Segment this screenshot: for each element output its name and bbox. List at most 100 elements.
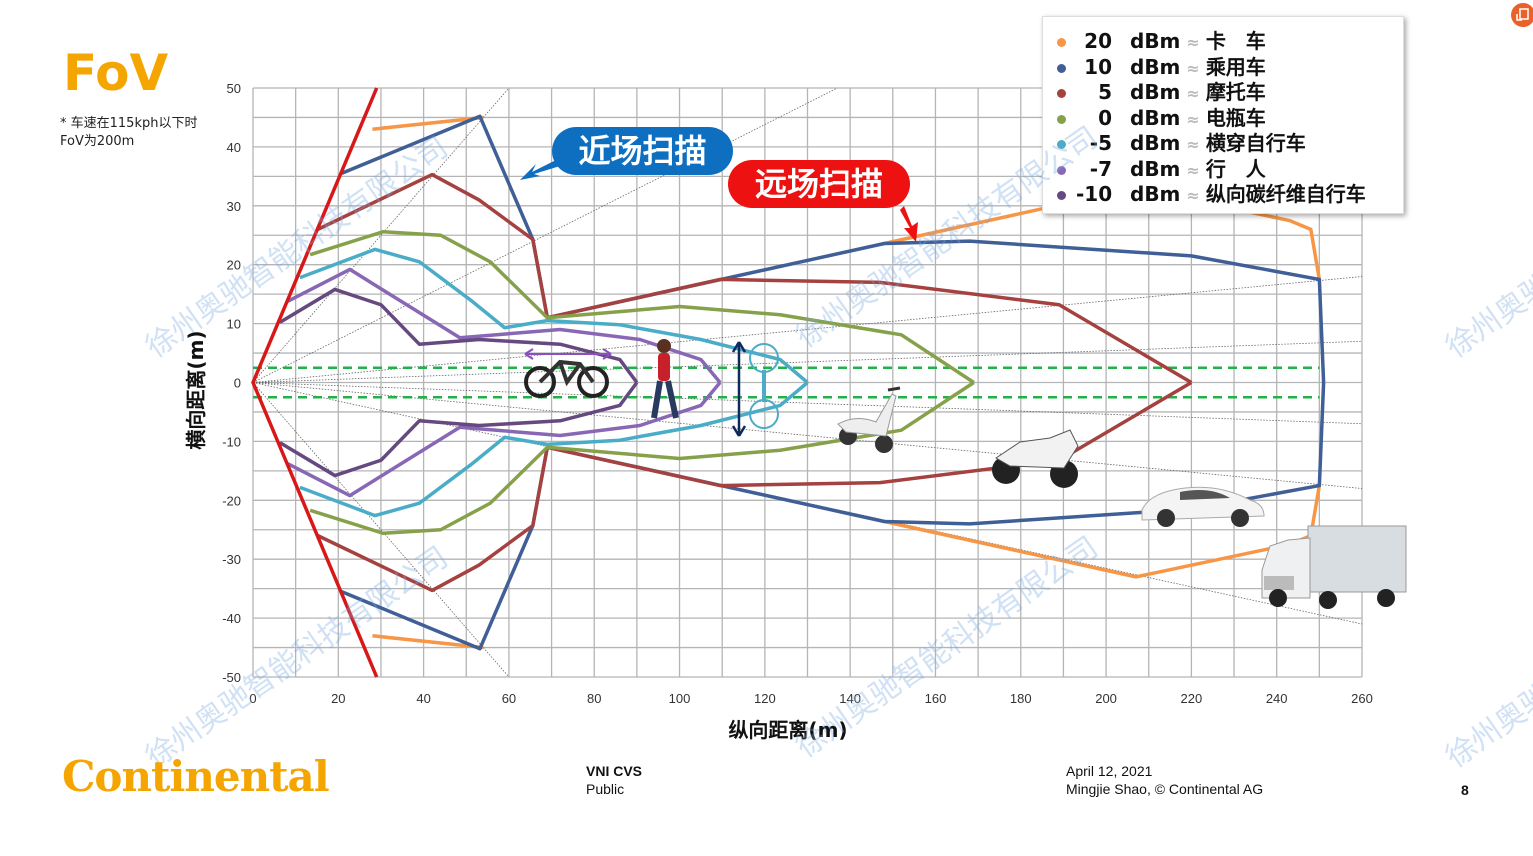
legend-unit: dBm xyxy=(1130,29,1181,53)
legend-marker xyxy=(1057,140,1066,149)
legend-label: 电瓶车 xyxy=(1205,105,1266,130)
y-tick-label: 20 xyxy=(227,258,241,273)
legend-unit: dBm xyxy=(1130,80,1181,104)
legend-item: 0 dBm ≈ 电瓶车 xyxy=(1057,102,1266,130)
y-tick-label: 10 xyxy=(227,317,241,332)
legend-label: 卡 车 xyxy=(1205,29,1266,53)
series-line-lower xyxy=(309,381,975,536)
legend-value: -10 xyxy=(1076,182,1113,206)
legend-unit: dBm xyxy=(1130,131,1181,155)
y-tick-label: -30 xyxy=(222,552,241,567)
series-line-upper xyxy=(287,267,722,384)
x-tick-label: 0 xyxy=(249,691,256,706)
legend-value: 0 xyxy=(1098,105,1112,130)
pedestrian-image xyxy=(651,339,679,419)
x-tick-label: 100 xyxy=(669,691,691,706)
legend-item: -7 dBm ≈ 行 人 xyxy=(1057,153,1266,181)
reference-ray xyxy=(252,382,510,678)
y-tick-label: 50 xyxy=(227,81,241,96)
y-tick-label: -50 xyxy=(222,670,241,685)
x-tick-label: 120 xyxy=(754,691,776,706)
y-tick-label: -40 xyxy=(222,611,241,626)
fov-note: * 车速在115kph以下时 FoV为200m xyxy=(60,115,197,151)
legend-unit: dBm xyxy=(1130,54,1181,79)
legend-item: -5 dBm ≈ 横穿自行车 xyxy=(1057,127,1306,155)
legend-approx: ≈ xyxy=(1186,135,1200,154)
legend-marker xyxy=(1057,89,1066,98)
series-line-lower xyxy=(339,382,1326,651)
near-callout-arrow xyxy=(520,160,560,180)
far-callout-arrow xyxy=(900,206,918,242)
legend-approx: ≈ xyxy=(1186,109,1200,129)
series-line-upper xyxy=(299,247,809,384)
note-line-2: FoV为200m xyxy=(60,134,135,149)
series-line-upper xyxy=(372,115,484,131)
x-axis-label: 纵向距离(m) xyxy=(728,718,847,742)
bicycle-image xyxy=(524,348,612,398)
page-number: 8 xyxy=(1461,782,1469,798)
reference-ray xyxy=(252,340,1363,383)
footer-project: VNI CVS xyxy=(586,763,643,779)
legend-item: 10 dBm ≈ 乘用车 xyxy=(1057,51,1266,79)
series-line-lower xyxy=(287,381,722,498)
legend-label: 乘用车 xyxy=(1205,54,1266,79)
legend-unit: dBm xyxy=(1130,156,1181,181)
reference-ray xyxy=(252,87,510,383)
truck-image xyxy=(1261,525,1407,609)
legend-value: -5 xyxy=(1089,131,1112,155)
x-tick-label: 220 xyxy=(1181,691,1203,706)
legend-approx: ≈ xyxy=(1186,33,1200,52)
legend-label: 行 人 xyxy=(1205,156,1266,181)
legend-marker xyxy=(1057,38,1066,47)
export-icon[interactable] xyxy=(1511,3,1533,27)
reference-ray xyxy=(252,382,1363,425)
x-tick-label: 160 xyxy=(925,691,947,706)
series-line-lower xyxy=(372,634,484,650)
legend-marker xyxy=(1057,191,1066,200)
scooter-image xyxy=(837,386,901,453)
footer-date: April 12, 2021 xyxy=(1066,763,1153,779)
legend-marker xyxy=(1057,63,1066,73)
continental-logo: Continental xyxy=(62,752,330,801)
legend-value: 10 xyxy=(1084,54,1112,79)
car-image xyxy=(1141,486,1265,527)
fov-boundary xyxy=(251,87,379,678)
footer-classification: Public xyxy=(586,781,625,797)
x-tick-label: 60 xyxy=(502,691,516,706)
x-tick-label: 140 xyxy=(839,691,861,706)
legend-label: 纵向碳纤维自行车 xyxy=(1205,182,1366,206)
legend-item: 5 dBm ≈ 摩托车 xyxy=(1057,76,1266,104)
fov-boundary-line xyxy=(251,87,379,678)
legend-approx: ≈ xyxy=(1186,160,1200,180)
legend-approx: ≈ xyxy=(1186,84,1200,103)
near-field-callout: 近场扫描 xyxy=(552,127,733,175)
x-tick-label: 80 xyxy=(587,691,601,706)
legend-unit: dBm xyxy=(1130,105,1181,130)
far-field-callout: 远场扫描 xyxy=(728,160,910,208)
legend-marker xyxy=(1057,114,1066,124)
y-tick-label: 0 xyxy=(234,376,241,391)
series-line-upper xyxy=(278,287,639,384)
legend-marker xyxy=(1057,165,1066,175)
series-lines xyxy=(278,114,1326,651)
reference-ray xyxy=(252,382,1363,489)
legend-approx: ≈ xyxy=(1186,186,1200,205)
series-line-upper xyxy=(309,229,975,384)
fov-chart: 0 20 40 60 80 100 120 140 160 180 200 220 240 2605040… xyxy=(184,81,1407,742)
crossing-bicycle-image xyxy=(731,341,779,437)
legend-item: 20 dBm ≈ 卡 车 xyxy=(1057,25,1266,53)
legend-unit: dBm xyxy=(1130,182,1181,206)
y-tick-label: -10 xyxy=(222,434,241,449)
legend-value: 20 xyxy=(1084,29,1112,53)
legend: 20 dBm ≈ 卡 车 10 dBm ≈ 乘用车 5 dBm ≈ 摩托车 0 dBm ≈ 电瓶车 -5 dBm ≈… xyxy=(1042,16,1404,214)
x-tick-label: 260 xyxy=(1351,691,1373,706)
x-tick-label: 180 xyxy=(1010,691,1032,706)
legend-label: 横穿自行车 xyxy=(1205,131,1306,155)
y-tick-label: 40 xyxy=(227,140,241,155)
lane-lines xyxy=(253,366,1320,399)
slide-title: FoV xyxy=(63,44,169,102)
x-tick-label: 40 xyxy=(416,691,430,706)
y-axis-label: 横向距离(m) xyxy=(184,330,208,449)
legend-value: -7 xyxy=(1089,156,1112,181)
tick-labels: 0 20 40 60 80 100 120 140 160 180 200 220 240 2605040… xyxy=(222,81,1373,706)
